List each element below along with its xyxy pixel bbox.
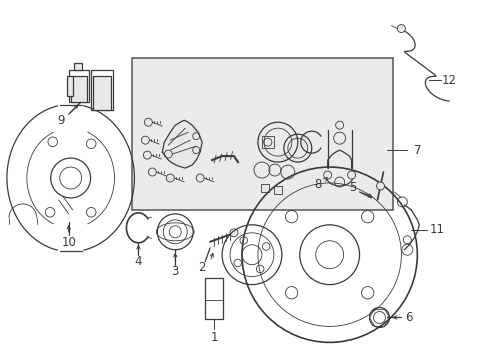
Bar bbox=[132, 58, 393, 210]
Text: 10: 10 bbox=[61, 236, 76, 249]
Bar bbox=[261, 184, 268, 192]
Text: 6: 6 bbox=[405, 311, 412, 324]
Circle shape bbox=[196, 174, 203, 182]
Bar bbox=[92, 76, 110, 110]
Bar bbox=[68, 71, 88, 102]
Text: 5: 5 bbox=[348, 181, 356, 194]
Text: 3: 3 bbox=[171, 265, 179, 278]
Bar bbox=[71, 76, 86, 102]
Circle shape bbox=[397, 24, 405, 32]
Circle shape bbox=[143, 151, 151, 159]
Text: 7: 7 bbox=[413, 144, 420, 157]
Circle shape bbox=[166, 174, 174, 182]
Bar bbox=[205, 278, 223, 319]
Circle shape bbox=[335, 121, 343, 129]
Bar bbox=[262, 136, 273, 148]
Bar bbox=[74, 63, 81, 71]
Bar bbox=[90, 71, 112, 110]
Text: 8: 8 bbox=[313, 179, 321, 192]
Text: 4: 4 bbox=[134, 255, 142, 268]
Circle shape bbox=[144, 118, 152, 126]
Circle shape bbox=[376, 182, 384, 190]
Circle shape bbox=[323, 171, 331, 179]
Circle shape bbox=[141, 136, 149, 144]
Circle shape bbox=[148, 168, 156, 176]
Text: 11: 11 bbox=[429, 223, 444, 236]
Text: 2: 2 bbox=[198, 261, 205, 274]
Polygon shape bbox=[162, 120, 202, 168]
Text: 9: 9 bbox=[57, 114, 64, 127]
Text: 12: 12 bbox=[441, 74, 456, 87]
Bar bbox=[66, 76, 73, 96]
Circle shape bbox=[229, 229, 238, 237]
Circle shape bbox=[347, 171, 355, 179]
Bar bbox=[273, 186, 281, 194]
Text: 1: 1 bbox=[210, 331, 218, 344]
